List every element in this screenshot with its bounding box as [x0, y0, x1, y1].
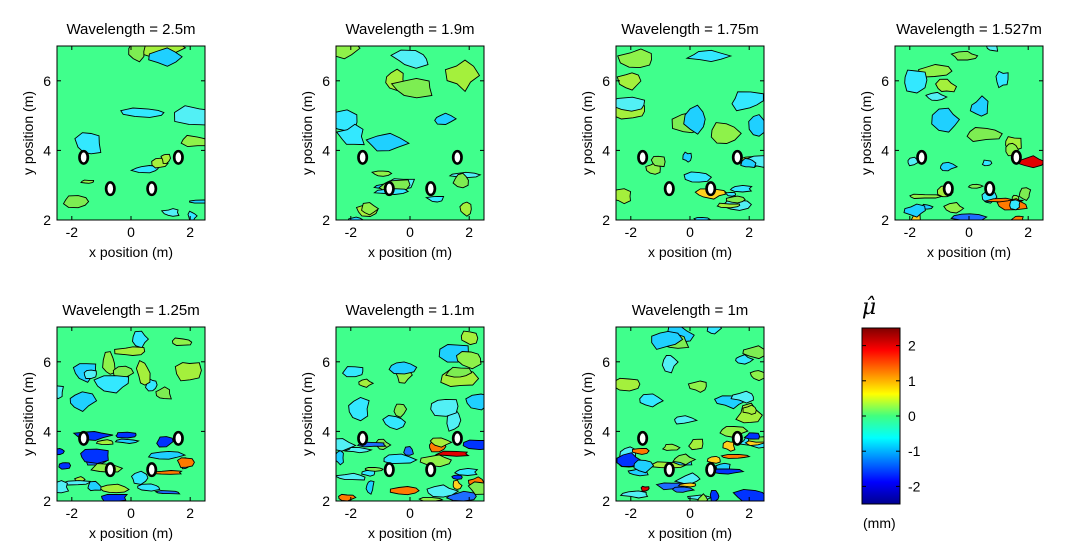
x-tick-label: 0 — [965, 224, 973, 240]
x-tick-label: 0 — [127, 224, 135, 240]
panel-title: Wavelength = 1m — [632, 302, 749, 319]
colorbar-tick-label: 1 — [908, 373, 916, 389]
y-axis-label: y position (m) — [579, 372, 595, 456]
y-tick-label: 6 — [602, 73, 610, 89]
x-axis-label: x position (m) — [89, 525, 173, 541]
x-tick-label: -2 — [345, 505, 358, 521]
panel-title: Wavelength = 2.5m — [66, 21, 195, 38]
x-tick-label: 0 — [406, 505, 414, 521]
panel: Wavelength = 1.527m -2 0 2 2 4 6 x position (m)… — [858, 21, 1044, 260]
y-tick-label: 6 — [881, 73, 889, 89]
x-tick-label: 2 — [745, 224, 753, 240]
y-tick-label: 4 — [43, 423, 51, 439]
y-tick-label: 4 — [602, 423, 610, 439]
x-tick-label: 0 — [406, 224, 414, 240]
contour-field — [57, 46, 205, 220]
y-tick-label: 4 — [602, 142, 610, 158]
x-axis-label: x position (m) — [648, 244, 732, 260]
y-tick-label: 4 — [881, 142, 889, 158]
x-tick-label: 2 — [186, 505, 194, 521]
x-tick-label: 2 — [465, 224, 473, 240]
contour-field — [57, 327, 205, 501]
y-axis-label: y position (m) — [858, 91, 874, 175]
colorbar-title: μ̂ — [862, 295, 876, 320]
contour-field — [616, 327, 764, 501]
panel-title: Wavelength = 1.75m — [621, 21, 758, 38]
x-axis-label: x position (m) — [368, 525, 452, 541]
y-tick-label: 4 — [322, 142, 330, 158]
x-axis-label: x position (m) — [368, 244, 452, 260]
y-tick-label: 6 — [322, 354, 330, 370]
y-tick-label: 2 — [602, 212, 610, 228]
y-tick-label: 2 — [43, 212, 51, 228]
x-tick-label: -2 — [625, 224, 638, 240]
x-tick-label: 2 — [745, 505, 753, 521]
y-tick-label: 6 — [43, 73, 51, 89]
panel-title: Wavelength = 1.527m — [896, 21, 1042, 38]
x-tick-label: -2 — [66, 505, 79, 521]
panel: Wavelength = 1.75m -2 0 2 2 4 6 x position (m) y… — [579, 21, 765, 260]
panel-title: Wavelength = 1.9m — [345, 21, 474, 38]
x-tick-label: -2 — [345, 224, 358, 240]
contour-field — [616, 46, 764, 220]
panel-title: Wavelength = 1.25m — [62, 302, 199, 319]
x-tick-label: 0 — [686, 224, 694, 240]
colorbar-gradient — [861, 327, 901, 505]
x-tick-label: 2 — [465, 505, 473, 521]
y-axis-label: y position (m) — [299, 372, 315, 456]
panel: Wavelength = 1.9m -2 0 2 2 4 6 x position (m) y … — [299, 21, 485, 260]
y-axis-label: y position (m) — [20, 91, 36, 175]
x-tick-label: 2 — [186, 224, 194, 240]
y-tick-label: 6 — [43, 354, 51, 370]
colorbar-tick-label: 0 — [908, 408, 916, 424]
x-tick-label: 0 — [127, 505, 135, 521]
x-axis-label: x position (m) — [89, 244, 173, 260]
colorbar-tick-label: -2 — [908, 478, 921, 494]
x-tick-label: 2 — [1024, 224, 1032, 240]
y-tick-label: 6 — [602, 354, 610, 370]
colorbar-unit: (mm) — [863, 515, 896, 531]
y-tick-label: 2 — [322, 493, 330, 509]
x-tick-label: -2 — [625, 505, 638, 521]
y-tick-label: 2 — [881, 212, 889, 228]
y-tick-label: 4 — [322, 423, 330, 439]
panel: Wavelength = 1.1m -2 0 2 2 4 6 x position (m) y … — [299, 302, 485, 541]
contour-field — [336, 46, 484, 220]
y-tick-label: 4 — [43, 142, 51, 158]
panel-title: Wavelength = 1.1m — [345, 302, 474, 319]
x-tick-label: -2 — [904, 224, 917, 240]
y-tick-label: 2 — [43, 493, 51, 509]
x-tick-label: -2 — [66, 224, 79, 240]
panel: Wavelength = 2.5m -2 0 2 2 4 6 x position (m) y … — [20, 21, 206, 260]
panel: Wavelength = 1m -2 0 2 2 4 6 x position (m) y po… — [579, 302, 765, 541]
colorbar-tick-label: -1 — [908, 443, 921, 459]
y-axis-label: y position (m) — [299, 91, 315, 175]
y-axis-label: y position (m) — [579, 91, 595, 175]
panel: Wavelength = 1.25m -2 0 2 2 4 6 x position (m) y… — [20, 302, 206, 541]
colorbar-tick-label: 2 — [908, 338, 916, 354]
y-axis-label: y position (m) — [20, 372, 36, 456]
colorbar: μ̂ 2 1 0 -1 -2 (mm) — [861, 295, 921, 531]
y-tick-label: 2 — [322, 212, 330, 228]
y-tick-label: 6 — [322, 73, 330, 89]
x-tick-label: 0 — [686, 505, 694, 521]
y-tick-label: 2 — [602, 493, 610, 509]
x-axis-label: x position (m) — [648, 525, 732, 541]
contour-field — [895, 46, 1043, 220]
contour-field — [336, 327, 484, 501]
x-axis-label: x position (m) — [927, 244, 1011, 260]
